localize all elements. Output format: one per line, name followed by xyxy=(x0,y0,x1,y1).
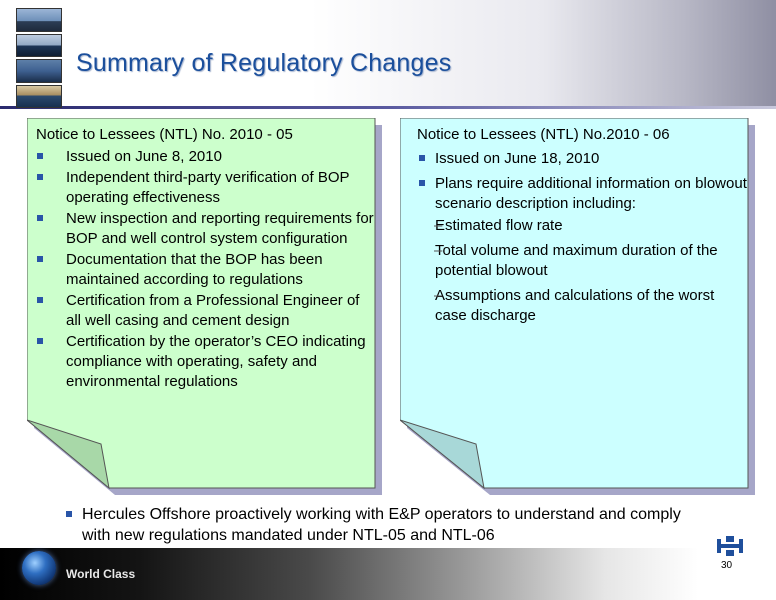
list-item: Plans require additional information on … xyxy=(417,174,747,326)
note-shape xyxy=(400,118,755,495)
square-bullet-icon xyxy=(37,174,43,180)
slide-title: Summary of Regulatory Changes xyxy=(76,49,452,77)
square-bullet-icon xyxy=(419,155,425,161)
ntl-05-title: Notice to Lessees (NTL) No. 2010 - 05 xyxy=(36,126,293,143)
list-item: – Total volume and maximum duration of th… xyxy=(434,242,718,279)
list-item: – Estimated flow rate xyxy=(434,217,563,234)
list-item: Documentation that the BOP has been main… xyxy=(36,250,376,290)
dash-bullet-icon: – xyxy=(434,287,443,304)
rig-at-sea-photo xyxy=(16,33,62,57)
jackup-rig-photo xyxy=(16,84,62,108)
footer-bar xyxy=(0,548,776,600)
note-shape xyxy=(27,118,382,495)
ntl-06-bullets: Issued on June 18, 2010 Plans require ad… xyxy=(417,149,747,326)
ntl-05-note: Notice to Lessees (NTL) No. 2010 - 05 Is… xyxy=(27,118,382,495)
list-item: Independent third-party verification of … xyxy=(36,168,376,208)
list-item: New inspection and reporting requirement… xyxy=(36,209,376,249)
list-item: Issued on June 18, 2010 xyxy=(417,149,747,169)
list-item: Certification by the operator’s CEO indi… xyxy=(36,332,376,392)
square-bullet-icon xyxy=(37,297,43,303)
summary-bullet: Hercules Offshore proactively working wi… xyxy=(62,504,712,546)
ntl-06-note: Notice to Lessees (NTL) No.2010 - 06 Iss… xyxy=(400,118,755,495)
dash-bullet-icon: – xyxy=(434,242,443,259)
square-bullet-icon xyxy=(419,180,425,186)
square-bullet-icon xyxy=(37,338,43,344)
list-item: – Assumptions and calculations of the wor… xyxy=(434,287,715,324)
dash-bullet-icon: – xyxy=(434,217,443,234)
square-bullet-icon xyxy=(37,153,43,159)
square-bullet-icon xyxy=(66,511,72,517)
offshore-rig-photo xyxy=(16,8,62,32)
photo-strip xyxy=(16,8,62,108)
footer-tagline: World Class xyxy=(66,567,136,581)
rig-deck-photo xyxy=(16,59,62,83)
ntl-06-title: Notice to Lessees (NTL) No.2010 - 06 xyxy=(417,126,670,143)
globe-icon xyxy=(22,551,56,585)
header-divider xyxy=(0,106,776,109)
square-bullet-icon xyxy=(37,215,43,221)
ntl-06-sub-bullets: – Estimated flow rate – Total volume and m… xyxy=(417,216,747,326)
ntl-05-bullets: Issued on June 8, 2010 Independent third… xyxy=(36,147,376,392)
list-item: Issued on June 8, 2010 xyxy=(36,147,376,167)
summary-text: Hercules Offshore proactively working wi… xyxy=(82,506,681,544)
slide-header xyxy=(0,0,776,108)
hercules-logo-icon xyxy=(717,536,743,556)
square-bullet-icon xyxy=(37,256,43,262)
list-item: Certification from a Professional Engine… xyxy=(36,291,376,331)
page-number: 30 xyxy=(721,560,733,571)
